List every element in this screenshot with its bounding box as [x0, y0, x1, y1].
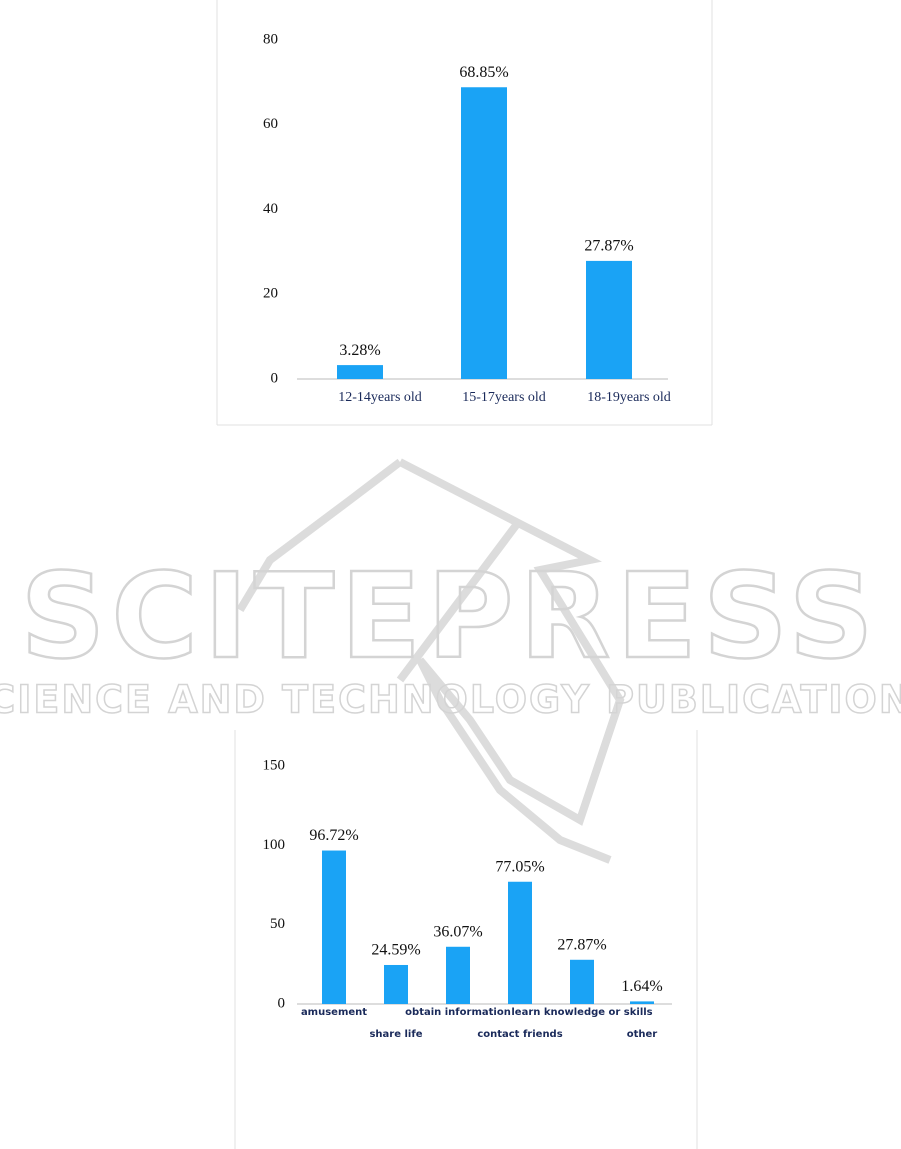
y-tick-label: 20: [263, 286, 278, 302]
y-tick-label: 60: [263, 116, 278, 132]
watermark: SCITEPRESS SCIENCE AND TECHNOLOGY PUBLIC…: [0, 458, 901, 864]
x-tick-label: share life: [369, 1029, 422, 1040]
value-label: 27.87%: [584, 238, 633, 255]
value-label: 36.07%: [433, 923, 482, 940]
frame-2: [234, 730, 698, 1149]
x-tick-label: amusement: [301, 1007, 367, 1018]
x-tick-label: contact friends: [477, 1029, 562, 1040]
value-label: 3.28%: [339, 342, 380, 359]
value-label: 1.64%: [621, 978, 662, 995]
value-label: 77.05%: [495, 858, 544, 875]
y-tick-label: 50: [270, 916, 285, 932]
bar: [461, 87, 507, 380]
bar: [630, 1001, 654, 1004]
bar: [384, 964, 408, 1004]
value-label: 68.85%: [459, 64, 508, 81]
bar: [586, 260, 632, 379]
frame-1: [216, 0, 713, 426]
x-tick-label: obtain information: [405, 1007, 511, 1018]
watermark-title: SCITEPRESS: [20, 547, 879, 685]
x-tick-label: 12-14years old: [338, 390, 422, 405]
y-tick-label: 0: [278, 995, 286, 1011]
bar: [322, 850, 346, 1004]
y-tick-label: 100: [263, 837, 286, 853]
watermark-subtitle: SCIENCE AND TECHNOLOGY PUBLICATIONS: [0, 678, 901, 722]
value-label: 96.72%: [309, 827, 358, 844]
bar: [570, 959, 594, 1004]
y-tick-label: 80: [263, 31, 278, 47]
bar: [446, 946, 470, 1004]
y-tick-label: 150: [263, 757, 286, 773]
logo: [236, 458, 625, 864]
value-label: 27.87%: [557, 936, 606, 953]
bar: [337, 365, 383, 379]
value-label: 24.59%: [371, 942, 420, 959]
y-tick-label: 0: [271, 370, 279, 386]
y-tick-label: 40: [263, 201, 278, 217]
x-tick-label: learn knowledge or skills: [511, 1007, 652, 1018]
x-tick-label: 15-17years old: [462, 390, 546, 405]
x-tick-label: 18-19years old: [587, 390, 671, 405]
bar: [508, 881, 532, 1004]
x-tick-label: other: [627, 1029, 658, 1040]
